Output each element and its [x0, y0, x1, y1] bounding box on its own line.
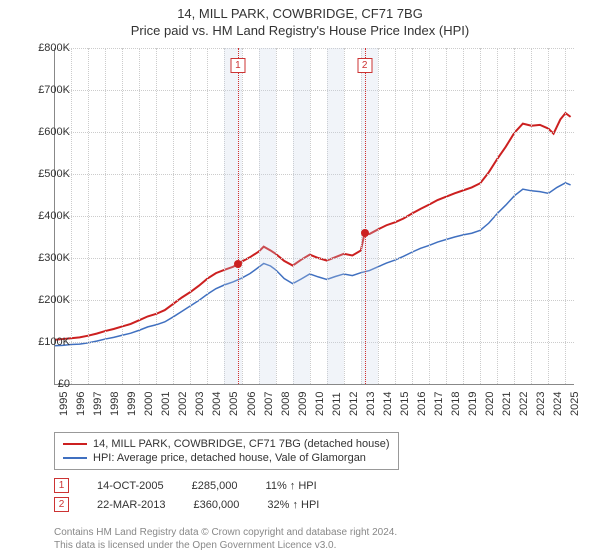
series-hpi: [54, 183, 571, 346]
x-tick-label: 2008: [280, 392, 292, 416]
event-number-box: 1: [54, 478, 69, 493]
sale-point-icon: [361, 229, 369, 237]
y-tick-label: £500K: [20, 168, 70, 180]
x-tick-label: 2013: [365, 392, 377, 416]
x-tick-label: 2010: [314, 392, 326, 416]
x-tick-label: 2001: [160, 392, 172, 416]
x-tick-label: 2019: [467, 392, 479, 416]
plot-area: 12: [54, 48, 574, 384]
legend-label: HPI: Average price, detached house, Vale…: [93, 452, 366, 464]
legend-label: 14, MILL PARK, COWBRIDGE, CF71 7BG (deta…: [93, 438, 390, 450]
event-delta: 32% ↑ HPI: [267, 499, 319, 511]
x-tick-label: 2022: [518, 392, 530, 416]
y-tick-label: £400K: [20, 210, 70, 222]
x-tick-label: 2012: [348, 392, 360, 416]
legend-swatch: [63, 457, 87, 459]
x-tick-label: 2006: [246, 392, 258, 416]
event-marker: 2: [357, 58, 372, 73]
x-tick-label: 2025: [569, 392, 581, 416]
x-tick-label: 2016: [416, 392, 428, 416]
footer-line: This data is licensed under the Open Gov…: [54, 539, 397, 552]
x-tick-label: 2023: [535, 392, 547, 416]
y-tick-label: £0: [20, 378, 70, 390]
y-tick-label: £700K: [20, 84, 70, 96]
event-date: 22-MAR-2013: [97, 499, 165, 511]
chart-subtitle: Price paid vs. HM Land Registry's House …: [0, 21, 600, 42]
events-table: 1 14-OCT-2005 £285,000 11% ↑ HPI 2 22-MA…: [54, 476, 319, 514]
chart-title: 14, MILL PARK, COWBRIDGE, CF71 7BG: [0, 0, 600, 21]
x-tick-label: 2014: [382, 392, 394, 416]
event-row: 2 22-MAR-2013 £360,000 32% ↑ HPI: [54, 495, 319, 514]
x-tick-label: 1996: [75, 392, 87, 416]
x-tick-label: 2003: [194, 392, 206, 416]
x-tick-label: 1997: [92, 392, 104, 416]
y-tick-label: £600K: [20, 126, 70, 138]
chart-container: 14, MILL PARK, COWBRIDGE, CF71 7BG Price…: [0, 0, 600, 560]
event-price: £360,000: [193, 499, 239, 511]
event-row: 1 14-OCT-2005 £285,000 11% ↑ HPI: [54, 476, 319, 495]
event-price: £285,000: [192, 480, 238, 492]
y-tick-label: £100K: [20, 336, 70, 348]
x-tick-label: 2007: [263, 392, 275, 416]
legend-item: 14, MILL PARK, COWBRIDGE, CF71 7BG (deta…: [63, 437, 390, 451]
legend: 14, MILL PARK, COWBRIDGE, CF71 7BG (deta…: [54, 432, 399, 470]
x-tick-label: 2011: [331, 392, 343, 416]
event-marker: 1: [230, 58, 245, 73]
x-tick-label: 2017: [433, 392, 445, 416]
event-delta: 11% ↑ HPI: [266, 480, 317, 492]
x-tick-label: 2020: [484, 392, 496, 416]
y-tick-label: £300K: [20, 252, 70, 264]
legend-item: HPI: Average price, detached house, Vale…: [63, 451, 390, 465]
x-tick-label: 2009: [297, 392, 309, 416]
y-tick-label: £800K: [20, 42, 70, 54]
y-tick-label: £200K: [20, 294, 70, 306]
x-tick-label: 1999: [126, 392, 138, 416]
x-tick-label: 2000: [143, 392, 155, 416]
x-tick-label: 2005: [228, 392, 240, 416]
x-tick-label: 2024: [552, 392, 564, 416]
x-tick-label: 1998: [109, 392, 121, 416]
footer-line: Contains HM Land Registry data © Crown c…: [54, 526, 397, 539]
sale-point-icon: [234, 260, 242, 268]
footer: Contains HM Land Registry data © Crown c…: [54, 526, 397, 552]
series-property: [54, 113, 571, 340]
x-tick-label: 2021: [501, 392, 513, 416]
x-tick-label: 1995: [58, 392, 70, 416]
event-date: 14-OCT-2005: [97, 480, 164, 492]
x-tick-label: 2018: [450, 392, 462, 416]
x-tick-label: 2002: [177, 392, 189, 416]
event-number-box: 2: [54, 497, 69, 512]
legend-swatch: [63, 443, 87, 445]
x-tick-label: 2004: [211, 392, 223, 416]
x-tick-label: 2015: [399, 392, 411, 416]
